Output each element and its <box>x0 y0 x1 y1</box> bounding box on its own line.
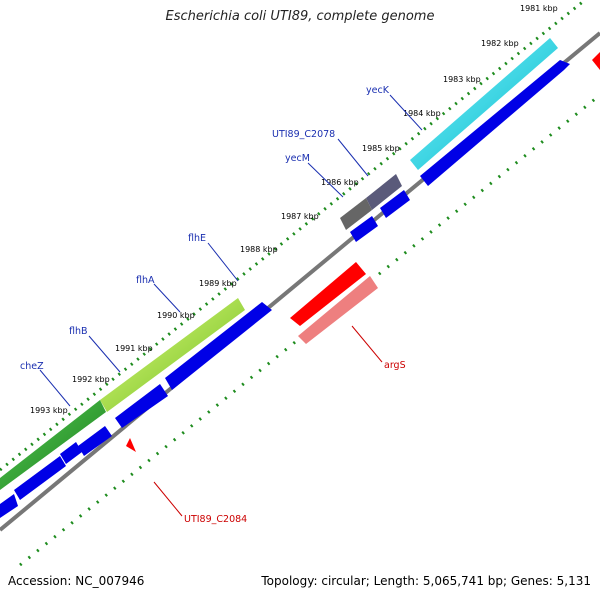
argS-leader <box>351 325 383 363</box>
gene-label-flhE[interactable]: flhE <box>188 233 206 244</box>
argS-cog-bar <box>298 276 378 344</box>
kbp-label: 1986 kbp <box>321 178 359 187</box>
argS-cds <box>290 262 366 326</box>
uti89-c2084-cds <box>126 438 136 452</box>
cds-arrow <box>60 442 82 464</box>
cds-arrow <box>0 494 18 518</box>
uti89-c2078-leader <box>337 138 369 177</box>
flhE-flhA-cog-bar <box>100 298 245 412</box>
flhE-leader <box>207 242 239 282</box>
yecM-leader <box>307 162 344 198</box>
uti89-c2078-cog-bar <box>366 174 402 210</box>
gene-label-flhA[interactable]: flhA <box>136 275 155 286</box>
flhA-leader <box>153 283 181 313</box>
cheZ-leader <box>39 369 71 407</box>
flhB-leader <box>88 335 121 373</box>
cds-arrow <box>165 302 272 390</box>
kbp-label: 1991 kbp <box>115 344 153 353</box>
cds-arrow <box>115 384 168 428</box>
cds-arrow <box>420 60 570 186</box>
kbp-label: 1982 kbp <box>481 39 519 48</box>
cds-arrow <box>14 456 66 500</box>
flhB-cog-bar <box>0 400 106 490</box>
uti89-c2084-leader <box>153 481 183 517</box>
gene-label-flhB[interactable]: flhB <box>69 326 88 337</box>
gene-label-uti89-c2078[interactable]: UTI89_C2078 <box>272 129 335 140</box>
map-title: Escherichia coli UTI89, complete genome <box>165 9 435 24</box>
cds-arrow <box>380 190 410 218</box>
kbp-label: 1987 kbp <box>281 212 319 221</box>
cds-arrow <box>78 426 112 456</box>
kbp-label: 1985 kbp <box>362 144 400 153</box>
kbp-label: 1988 kbp <box>240 245 278 254</box>
gene-label-argS[interactable]: argS <box>384 360 406 371</box>
gene-label-yecM[interactable]: yecM <box>285 153 310 164</box>
cds-arrow <box>350 216 378 242</box>
kbp-label: 1981 kbp <box>520 4 558 13</box>
genome-summary-text: Topology: circular; Length: 5,065,741 bp… <box>261 574 591 588</box>
gene-label-yecK[interactable]: yecK <box>366 85 390 96</box>
yecK-cog-bar <box>410 38 558 170</box>
red-cds-edge <box>592 52 600 70</box>
kbp-label: 1983 kbp <box>443 75 481 84</box>
yecM-cog-bar <box>340 198 372 230</box>
kbp-label: 1990 kbp <box>157 311 195 320</box>
kbp-label: 1989 kbp <box>199 279 237 288</box>
gene-label-cheZ[interactable]: cheZ <box>20 361 44 372</box>
yecK-leader <box>389 94 423 131</box>
kbp-label: 1992 kbp <box>72 375 110 384</box>
kbp-tick-track <box>0 0 586 472</box>
gene-label-uti89-c2084[interactable]: UTI89_C2084 <box>184 514 247 525</box>
kbp-label: 1993 kbp <box>30 406 68 415</box>
accession-text: Accession: NC_007946 <box>8 574 145 588</box>
kbp-label: 1984 kbp <box>403 109 441 118</box>
